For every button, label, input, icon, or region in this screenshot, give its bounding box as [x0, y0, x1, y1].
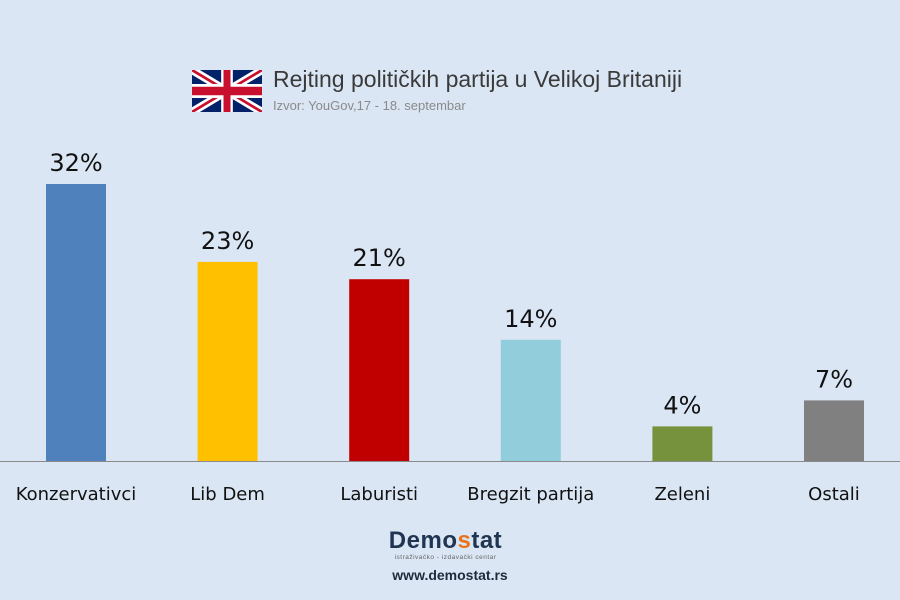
website-url[interactable]: www.demostat.rs: [392, 567, 508, 583]
bar: [46, 184, 106, 461]
data-label: 21%: [353, 244, 406, 272]
uk-flag-icon: [192, 70, 262, 112]
demostat-logo: Demostat istraživačko - izdavački centar: [383, 528, 508, 562]
data-label: 4%: [663, 391, 701, 419]
chart-title: Rejting političkih partija u Velikoj Bri…: [273, 66, 683, 92]
bar: [804, 400, 864, 461]
category-label: Konzervativci: [16, 484, 137, 505]
bar: [500, 339, 561, 461]
category-label: Ostali: [808, 484, 860, 505]
category-label: Zeleni: [654, 484, 710, 505]
logo-tagline: istraživačko - izdavački centar: [394, 554, 497, 561]
bar: [652, 426, 713, 461]
bar: [349, 279, 410, 461]
chart-subtitle: Izvor: YouGov,17 - 18. septembar: [273, 98, 466, 113]
category-label: Bregzit partija: [467, 484, 594, 505]
data-label: 14%: [504, 305, 557, 333]
data-label: 23%: [201, 227, 254, 255]
category-label: Lib Dem: [190, 484, 265, 505]
data-label: 7%: [815, 365, 853, 393]
category-label: Laburisti: [340, 484, 418, 505]
bar: [197, 261, 258, 461]
data-label: 32%: [49, 149, 102, 177]
